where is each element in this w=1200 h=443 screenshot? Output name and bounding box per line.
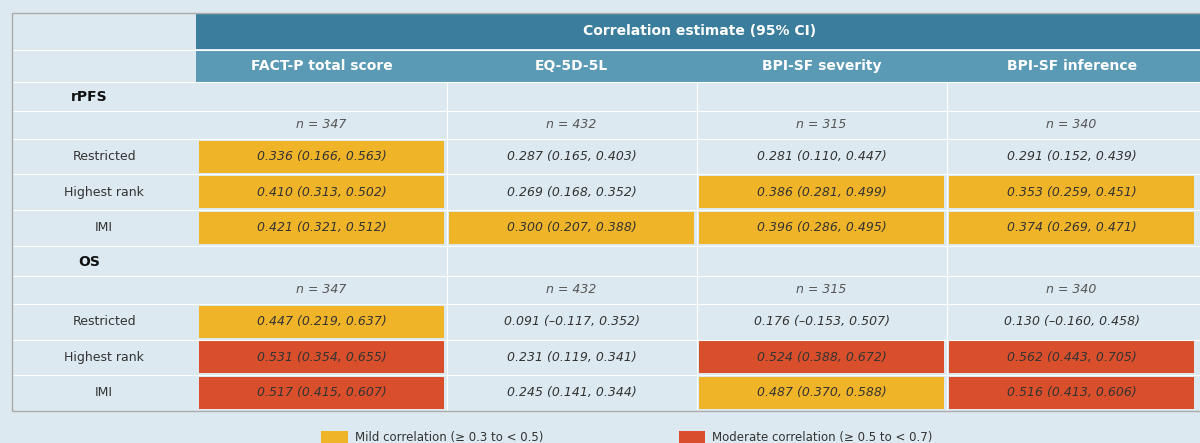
Text: 0.269 (0.168, 0.352): 0.269 (0.168, 0.352)	[506, 186, 636, 198]
Text: 0.287 (0.165, 0.403): 0.287 (0.165, 0.403)	[506, 150, 636, 163]
Text: 0.091 (–0.117, 0.352): 0.091 (–0.117, 0.352)	[504, 315, 640, 328]
Text: 0.300 (0.207, 0.388): 0.300 (0.207, 0.388)	[506, 221, 636, 234]
Text: Highest rank: Highest rank	[65, 351, 144, 364]
Text: Correlation estimate (95% CI): Correlation estimate (95% CI)	[583, 24, 816, 39]
Text: n = 347: n = 347	[296, 118, 347, 131]
Text: Restricted: Restricted	[72, 315, 136, 328]
Bar	[698, 212, 944, 244]
Text: n = 315: n = 315	[797, 284, 847, 296]
Text: IMI: IMI	[95, 221, 113, 234]
Bar	[197, 50, 1200, 82]
Bar	[698, 342, 944, 373]
Text: 0.374 (0.269, 0.471): 0.374 (0.269, 0.471)	[1007, 221, 1136, 234]
Text: n = 432: n = 432	[546, 284, 596, 296]
Bar	[12, 276, 1200, 304]
Text: 0.421 (0.321, 0.512): 0.421 (0.321, 0.512)	[257, 221, 386, 234]
Text: 0.487 (0.370, 0.588): 0.487 (0.370, 0.588)	[757, 386, 887, 400]
Bar	[199, 342, 444, 373]
Text: n = 432: n = 432	[546, 118, 596, 131]
Bar	[949, 342, 1194, 373]
Bar	[698, 377, 944, 409]
Text: Highest rank: Highest rank	[65, 186, 144, 198]
Text: OS: OS	[78, 255, 101, 269]
Bar	[12, 210, 1200, 245]
Text: Moderate correlation (≥ 0.5 to < 0.7): Moderate correlation (≥ 0.5 to < 0.7)	[712, 431, 932, 443]
Bar	[199, 140, 444, 173]
Bar	[322, 431, 348, 443]
Text: 0.281 (0.110, 0.447): 0.281 (0.110, 0.447)	[757, 150, 887, 163]
Text: BPI-SF severity: BPI-SF severity	[762, 59, 881, 73]
Text: n = 315: n = 315	[797, 118, 847, 131]
Text: IMI: IMI	[95, 386, 113, 400]
Bar	[12, 340, 1200, 375]
Text: Mild correlation (≥ 0.3 to < 0.5): Mild correlation (≥ 0.3 to < 0.5)	[355, 431, 544, 443]
Text: 0.516 (0.413, 0.606): 0.516 (0.413, 0.606)	[1007, 386, 1136, 400]
Bar	[949, 377, 1194, 409]
Text: FACT-P total score: FACT-P total score	[251, 59, 392, 73]
Text: rPFS: rPFS	[71, 89, 108, 104]
Text: 0.231 (0.119, 0.341): 0.231 (0.119, 0.341)	[506, 351, 636, 364]
Bar	[199, 377, 444, 409]
Text: n = 340: n = 340	[1046, 284, 1097, 296]
Text: EQ-5D-5L: EQ-5D-5L	[535, 59, 608, 73]
Text: BPI-SF inference: BPI-SF inference	[1007, 59, 1136, 73]
Text: 0.386 (0.281, 0.499): 0.386 (0.281, 0.499)	[757, 186, 887, 198]
Text: 0.245 (0.141, 0.344): 0.245 (0.141, 0.344)	[506, 386, 636, 400]
Text: 0.176 (–0.153, 0.507): 0.176 (–0.153, 0.507)	[754, 315, 889, 328]
Text: 0.353 (0.259, 0.451): 0.353 (0.259, 0.451)	[1007, 186, 1136, 198]
Bar	[12, 375, 1200, 411]
Text: 0.524 (0.388, 0.672): 0.524 (0.388, 0.672)	[757, 351, 887, 364]
Text: 0.531 (0.354, 0.655): 0.531 (0.354, 0.655)	[257, 351, 386, 364]
Bar	[949, 212, 1194, 244]
Bar	[12, 111, 1200, 139]
Text: Restricted: Restricted	[72, 150, 136, 163]
Text: 0.562 (0.443, 0.705): 0.562 (0.443, 0.705)	[1007, 351, 1136, 364]
Bar	[12, 175, 1200, 210]
Text: 0.410 (0.313, 0.502): 0.410 (0.313, 0.502)	[257, 186, 386, 198]
Text: n = 340: n = 340	[1046, 118, 1097, 131]
Text: 0.396 (0.286, 0.495): 0.396 (0.286, 0.495)	[757, 221, 887, 234]
Text: 0.447 (0.219, 0.637): 0.447 (0.219, 0.637)	[257, 315, 386, 328]
Text: 0.291 (0.152, 0.439): 0.291 (0.152, 0.439)	[1007, 150, 1136, 163]
Bar	[12, 304, 1200, 340]
Text: 0.336 (0.166, 0.563): 0.336 (0.166, 0.563)	[257, 150, 386, 163]
Text: 0.517 (0.415, 0.607): 0.517 (0.415, 0.607)	[257, 386, 386, 400]
Bar	[949, 176, 1194, 208]
Bar	[197, 13, 1200, 50]
Bar	[679, 431, 704, 443]
Bar	[12, 248, 1200, 276]
Bar	[698, 176, 944, 208]
Bar	[199, 176, 444, 208]
Bar	[12, 82, 1200, 111]
Bar	[12, 139, 1200, 175]
Text: 0.130 (–0.160, 0.458): 0.130 (–0.160, 0.458)	[1003, 315, 1140, 328]
Bar	[449, 212, 694, 244]
Bar	[199, 306, 444, 338]
Text: n = 347: n = 347	[296, 284, 347, 296]
Bar	[199, 212, 444, 244]
